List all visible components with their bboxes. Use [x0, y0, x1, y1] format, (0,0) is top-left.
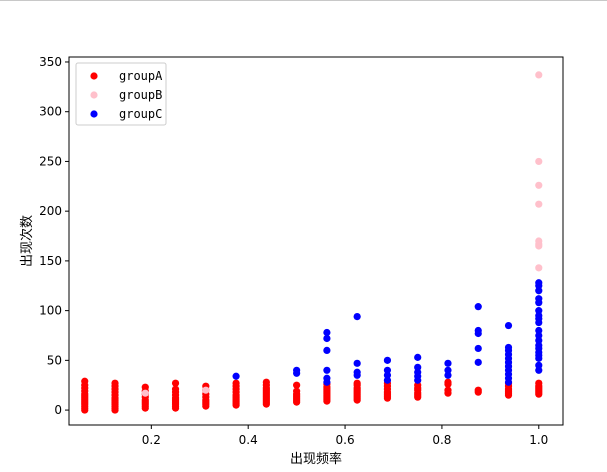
legend-box [75, 62, 167, 126]
plot-marks [81, 71, 543, 414]
window-top-border [0, 0, 607, 1]
data-point [535, 287, 543, 295]
data-point [353, 379, 361, 387]
data-point [353, 368, 361, 376]
data-point [535, 264, 543, 272]
x-tick-label: 0.4 [239, 433, 258, 447]
series-groupB [141, 71, 543, 397]
data-point [535, 200, 543, 208]
data-point [171, 385, 180, 393]
data-point [323, 328, 331, 337]
data-point [323, 374, 331, 382]
data-point [414, 363, 422, 371]
legend-label: groupC [119, 107, 162, 121]
data-point [535, 336, 543, 345]
data-point [353, 359, 361, 367]
data-point [414, 381, 422, 389]
y-tick-label: 300 [39, 105, 62, 119]
data-point [535, 341, 543, 350]
data-point [535, 279, 543, 287]
data-point [504, 343, 513, 352]
data-point [323, 346, 331, 355]
y-tick-label: 250 [39, 154, 62, 168]
data-point [444, 378, 452, 386]
x-axis: 0.2 0.4 0.6 0.8 1.0 [142, 425, 548, 447]
data-point [535, 181, 543, 189]
data-point [293, 387, 301, 395]
data-point [414, 353, 422, 361]
data-point [262, 378, 270, 386]
data-point [474, 303, 482, 311]
data-point [444, 371, 452, 379]
y-axis-label: 出现次数 [19, 215, 35, 267]
data-point [535, 361, 543, 369]
data-point [293, 381, 301, 389]
data-point [111, 379, 119, 387]
data-point [444, 386, 452, 394]
data-point [293, 366, 301, 374]
data-point [535, 326, 543, 335]
data-point [535, 311, 543, 320]
data-point [535, 366, 543, 374]
data-point [474, 344, 482, 353]
legend-label: groupA [119, 69, 163, 83]
data-point [171, 379, 180, 387]
y-tick-label: 150 [39, 254, 62, 268]
y-tick-label: 100 [39, 304, 62, 318]
data-point [535, 307, 543, 315]
data-point [444, 366, 452, 374]
legend-marker [90, 91, 98, 99]
data-point [535, 295, 543, 303]
legend: groupA groupB groupC [75, 62, 167, 126]
series-groupA [81, 377, 543, 414]
y-axis: 0 50 100 150 200 250 300 350 [39, 55, 69, 417]
data-point [323, 334, 331, 343]
data-point [232, 372, 240, 380]
data-point [474, 358, 482, 366]
data-point [383, 371, 392, 379]
data-point [535, 331, 543, 340]
legend-marker [90, 110, 98, 118]
y-tick-label: 200 [39, 204, 62, 218]
x-tick-label: 0.6 [336, 433, 355, 447]
plot-frame [68, 56, 564, 426]
legend-marker [90, 72, 98, 80]
data-point [383, 376, 392, 384]
data-point [353, 312, 361, 321]
data-point [535, 379, 543, 387]
data-point [383, 356, 392, 364]
x-tick-label: 0.2 [142, 433, 161, 447]
data-point [535, 71, 543, 79]
data-point [81, 377, 89, 385]
y-tick-label: 50 [47, 353, 62, 367]
data-point [474, 326, 482, 335]
data-point [202, 386, 210, 394]
data-point [383, 366, 392, 374]
x-tick-label: 0.8 [432, 433, 451, 447]
series-groupC [232, 279, 543, 386]
data-point [141, 389, 149, 397]
data-point [474, 386, 482, 394]
data-point [141, 383, 149, 391]
data-point [535, 157, 543, 166]
legend-label: groupB [119, 88, 162, 102]
x-axis-label: 出现频率 [290, 451, 342, 467]
y-tick-label: 0 [54, 403, 62, 417]
data-point [504, 321, 513, 330]
data-point [535, 237, 543, 245]
x-tick-label: 1.0 [529, 433, 548, 447]
y-tick-label: 350 [39, 55, 62, 69]
data-point [444, 359, 452, 367]
data-point [414, 368, 422, 376]
data-point [323, 366, 331, 374]
data-point [232, 379, 240, 387]
